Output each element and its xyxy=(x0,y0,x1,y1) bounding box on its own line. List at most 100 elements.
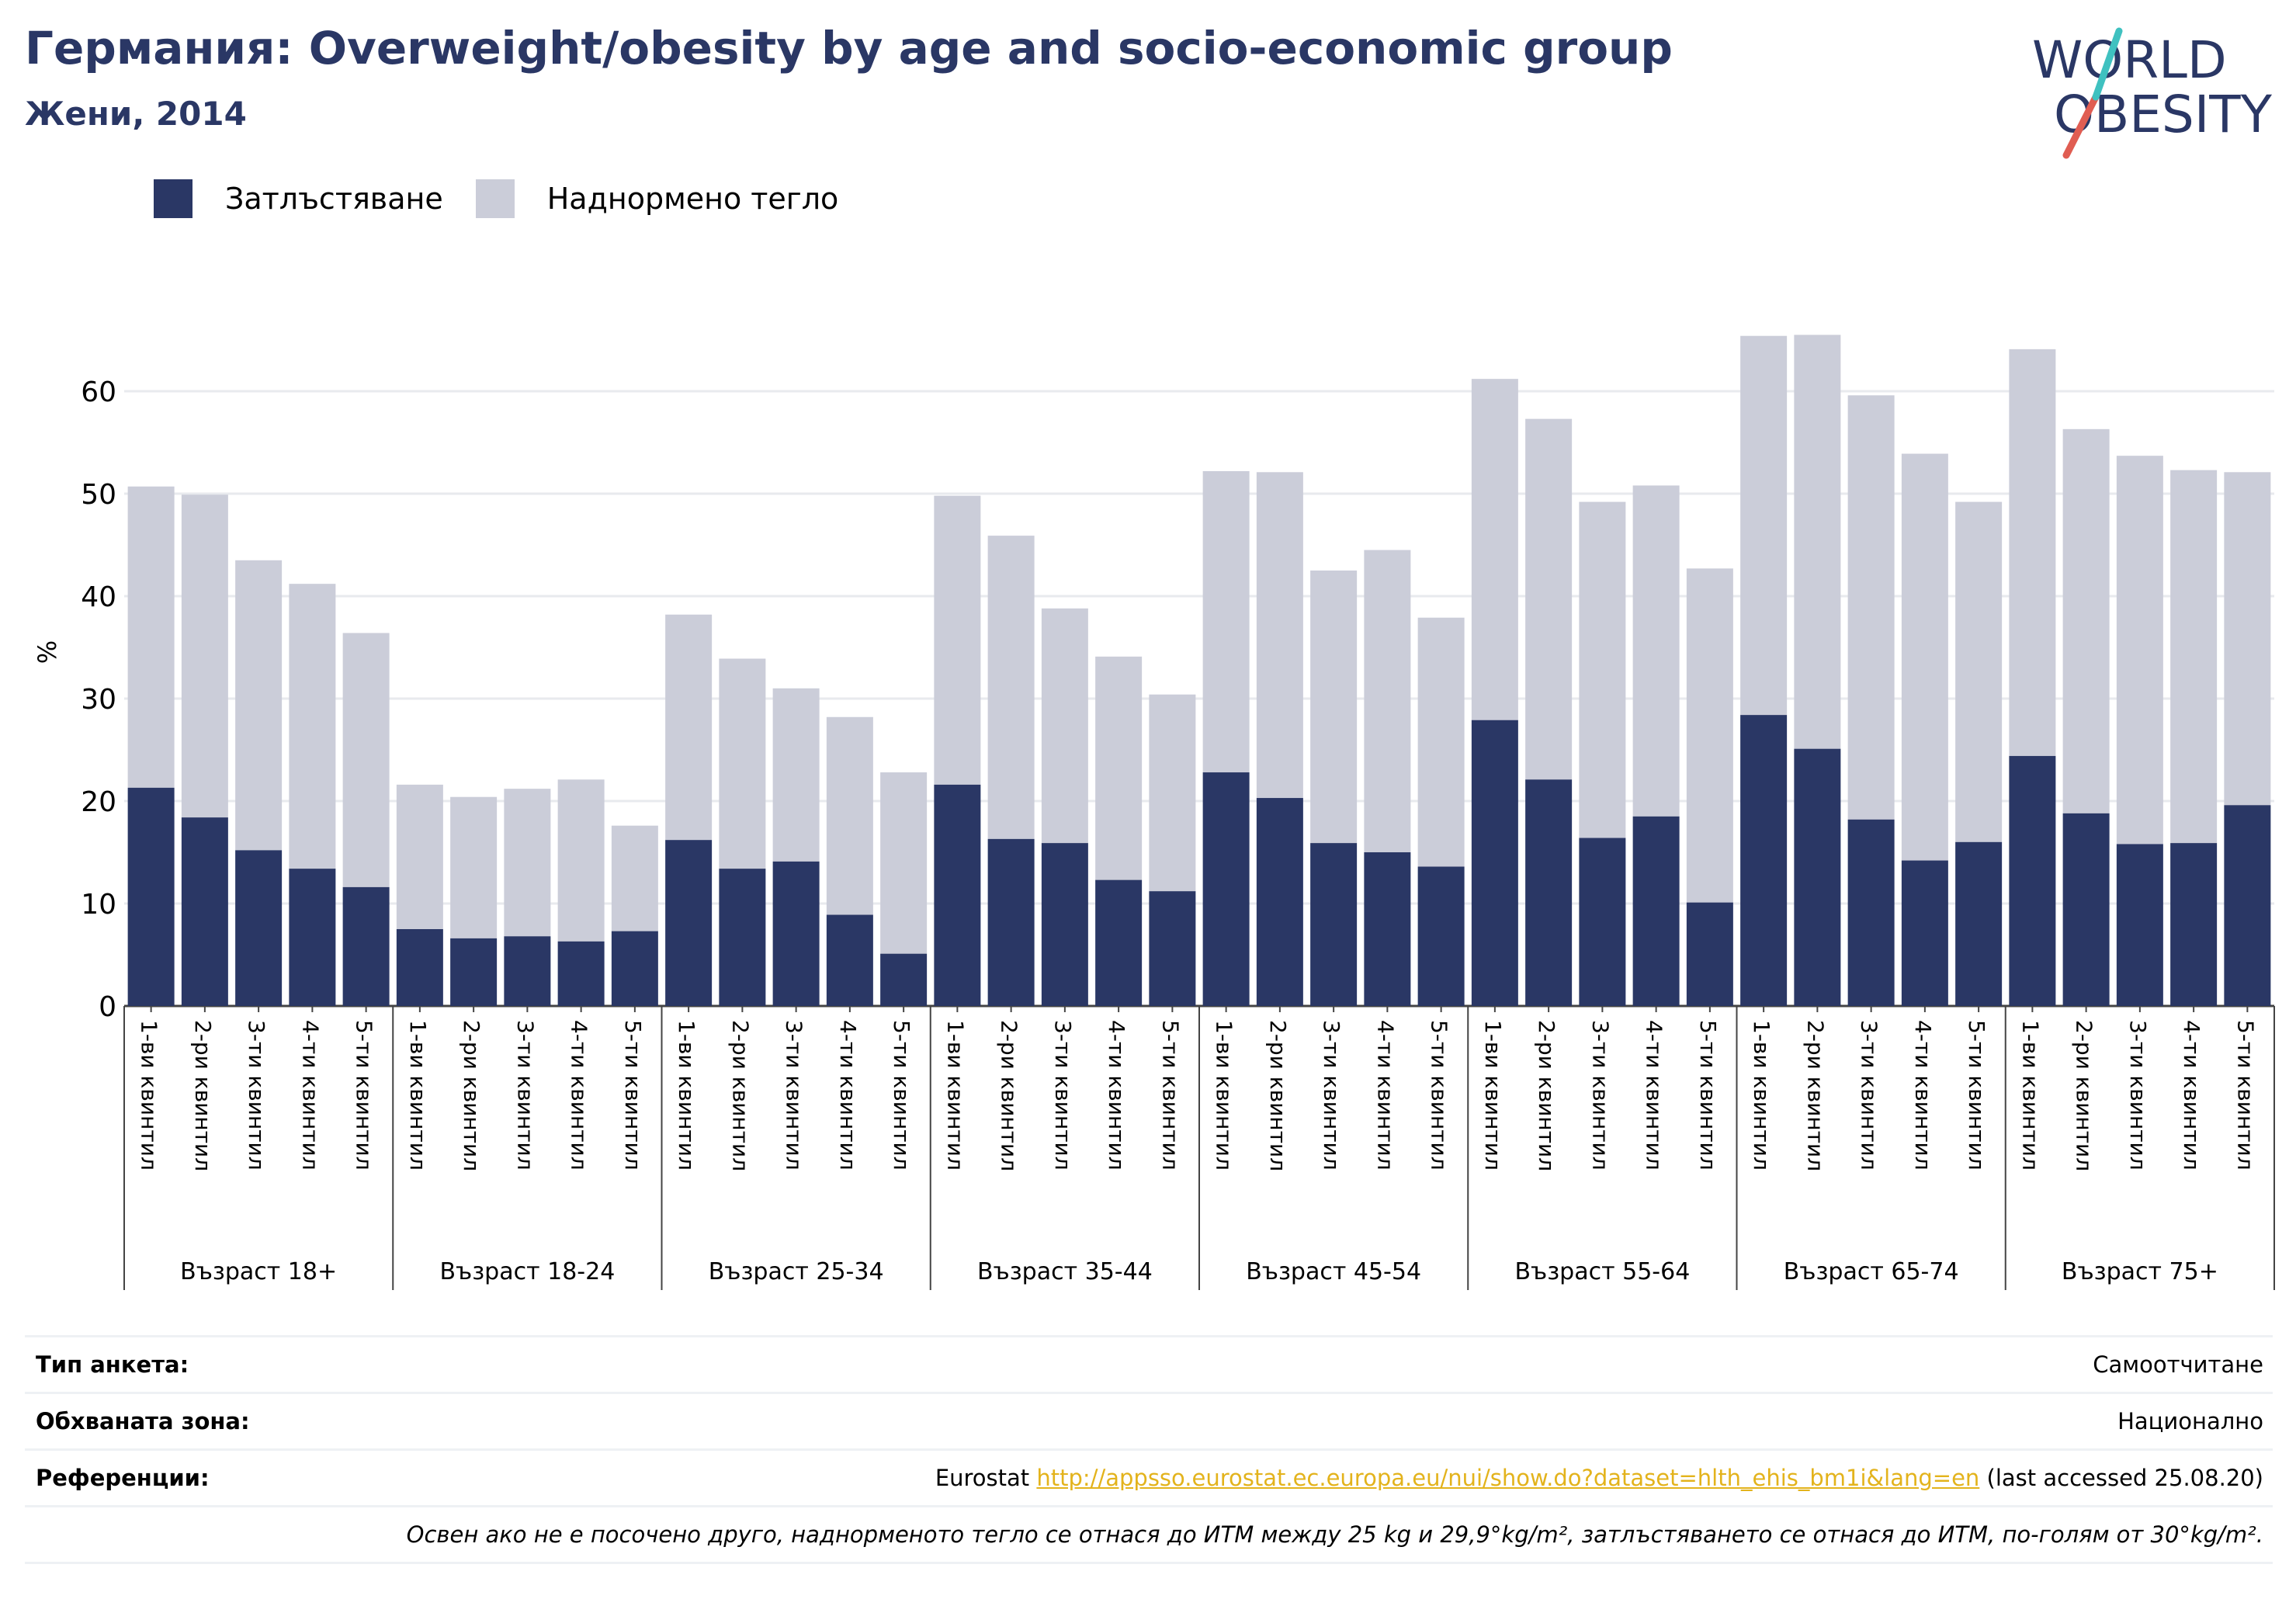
bar-obesity xyxy=(1794,748,1841,1006)
chart-subtitle: Жени, 2014 xyxy=(25,95,247,133)
bar-obesity xyxy=(450,938,498,1006)
bar-obesity xyxy=(772,861,820,1006)
bar-overweight xyxy=(1149,694,1196,892)
chart-legend: Затлъстяване Наднормено тегло xyxy=(154,177,871,220)
bar-overweight xyxy=(1686,568,1733,903)
x-tick-label: 3-ти квинтил xyxy=(512,1020,538,1171)
bar-overweight xyxy=(987,536,1035,839)
bar-obesity xyxy=(1471,720,1518,1006)
info-row-area: Обхваната зона: Национално xyxy=(25,1394,2273,1451)
x-tick-label: 5-ти квинтил xyxy=(2232,1020,2258,1171)
bar-obesity xyxy=(880,953,928,1006)
x-tick-label: 4-ти квинтил xyxy=(297,1020,323,1171)
bar-obesity xyxy=(1740,715,1788,1006)
bar-overweight xyxy=(665,614,713,841)
bar-obesity xyxy=(719,869,766,1006)
x-tick-label: 2-ри квинтил xyxy=(1802,1020,1828,1171)
x-tick-label: 2-ри квинтил xyxy=(1534,1020,1559,1171)
coverage-area-label: Обхваната зона: xyxy=(36,1408,250,1434)
bar-overweight xyxy=(1256,472,1303,799)
group-label: Възраст 65-74 xyxy=(1784,1258,1959,1285)
x-tick-label: 3-ти квинтил xyxy=(1319,1020,1344,1171)
x-tick-label: 5-ти квинтил xyxy=(889,1020,914,1171)
legend-label-overweight: Наднормено тегло xyxy=(546,182,839,216)
bar-overweight xyxy=(880,772,928,954)
bar-overweight xyxy=(2170,470,2218,844)
eurostat-link[interactable]: http://appsso.eurostat.ec.europa.eu/nui/… xyxy=(1036,1465,1980,1491)
x-tick-label: 3-ти квинтил xyxy=(1587,1020,1613,1171)
bar-overweight xyxy=(127,486,175,788)
x-tick-label: 3-ти квинтил xyxy=(782,1020,807,1171)
bar-overweight xyxy=(772,688,820,862)
bar-obesity xyxy=(987,838,1035,1006)
bar-obesity xyxy=(1847,819,1895,1006)
logo-line1: WORLD xyxy=(2032,30,2227,90)
bar-obesity xyxy=(1632,816,1680,1006)
references-prefix: Eurostat xyxy=(935,1465,1037,1491)
bar-overweight xyxy=(2009,349,2056,756)
bar-obesity xyxy=(2062,813,2110,1006)
bar-overweight xyxy=(504,789,551,937)
bar-obesity xyxy=(1686,902,1733,1006)
bar-overweight xyxy=(1847,395,1895,820)
info-row-note: Освен ако не е посочено друго, наднормен… xyxy=(25,1507,2273,1564)
bar-obesity xyxy=(342,886,390,1006)
group-label: Възраст 35-44 xyxy=(977,1258,1153,1285)
x-tick-label: 2-ри квинтил xyxy=(2072,1020,2097,1171)
legend-swatch-obesity xyxy=(154,179,192,218)
x-tick-label: 4-ти квинтил xyxy=(567,1020,592,1171)
stacked-bar-chart: 0 10 20 30 40 50 60% 1-ви квинтил 2-ри квинтил 3-… xyxy=(33,335,2275,1290)
x-tick-label: 3-ти квинтил xyxy=(244,1020,269,1171)
bar-overweight xyxy=(826,716,873,915)
legend-swatch-overweight xyxy=(475,179,515,218)
bar-obesity xyxy=(396,929,443,1006)
bar-obesity xyxy=(289,869,336,1006)
bar-obesity xyxy=(557,941,605,1006)
bar-obesity xyxy=(1955,841,2003,1006)
x-tick-label: 1-ви квинтил xyxy=(942,1020,968,1171)
definition-note: Освен ако не е посочено друго, наднормен… xyxy=(406,1521,2263,1548)
y-tick-label: 0 xyxy=(99,991,116,1023)
info-row-survey: Тип анкета: Самоотчитане xyxy=(25,1337,2273,1394)
bar-overweight xyxy=(181,494,228,818)
group-label: Възраст 45-54 xyxy=(1246,1258,1421,1285)
bar-overweight xyxy=(1310,571,1358,844)
bar-obesity xyxy=(1041,843,1088,1006)
x-tick-label: 3-ти квинтил xyxy=(2125,1020,2151,1171)
legend-label-obesity: Затлъстяване xyxy=(225,182,443,216)
bar-overweight xyxy=(1417,617,1465,867)
x-tick-label: 2-ри квинтил xyxy=(190,1020,216,1171)
references-suffix: (last accessed 25.08.20) xyxy=(1979,1465,2264,1491)
bar-obesity xyxy=(2116,844,2163,1006)
group-label: Възраст 55-64 xyxy=(1514,1258,1690,1285)
group-label: Възраст 18-24 xyxy=(439,1258,615,1285)
bar-obesity xyxy=(127,787,175,1006)
bar-obesity xyxy=(235,850,283,1006)
x-tick-label: 1-ви квинтил xyxy=(674,1020,699,1171)
bar-overweight xyxy=(1579,501,1626,838)
y-tick-label: 30 xyxy=(81,684,116,716)
bar-overweight xyxy=(1901,453,1948,861)
bar-overweight xyxy=(289,584,336,869)
x-tick-label: 5-ти квинтил xyxy=(1695,1020,1721,1171)
bar-overweight xyxy=(235,560,283,851)
bar-obesity xyxy=(826,914,873,1006)
x-tick-label: 4-ти квинтил xyxy=(1642,1020,1667,1171)
bar-obesity xyxy=(1149,891,1196,1006)
x-tick-label: 2-ри квинтил xyxy=(1265,1020,1291,1171)
bar-obesity xyxy=(611,931,658,1006)
bar-overweight xyxy=(934,495,981,785)
bar-overweight xyxy=(1955,501,2003,842)
x-tick-label: 1-ви квинтил xyxy=(137,1020,162,1171)
bar-overweight xyxy=(719,658,766,869)
coverage-area-value: Национално xyxy=(2117,1408,2263,1434)
x-tick-label: 4-ти квинтил xyxy=(1910,1020,1936,1171)
bar-overweight xyxy=(611,825,658,931)
x-tick-label: 3-ти квинтил xyxy=(1857,1020,1882,1171)
x-tick-label: 4-ти квинтил xyxy=(2179,1020,2204,1171)
y-tick-label: 40 xyxy=(81,581,116,613)
bar-overweight xyxy=(2116,456,2163,845)
bar-overweight xyxy=(1471,379,1518,720)
bar-overweight xyxy=(2062,428,2110,813)
bar-obesity xyxy=(2224,805,2271,1006)
